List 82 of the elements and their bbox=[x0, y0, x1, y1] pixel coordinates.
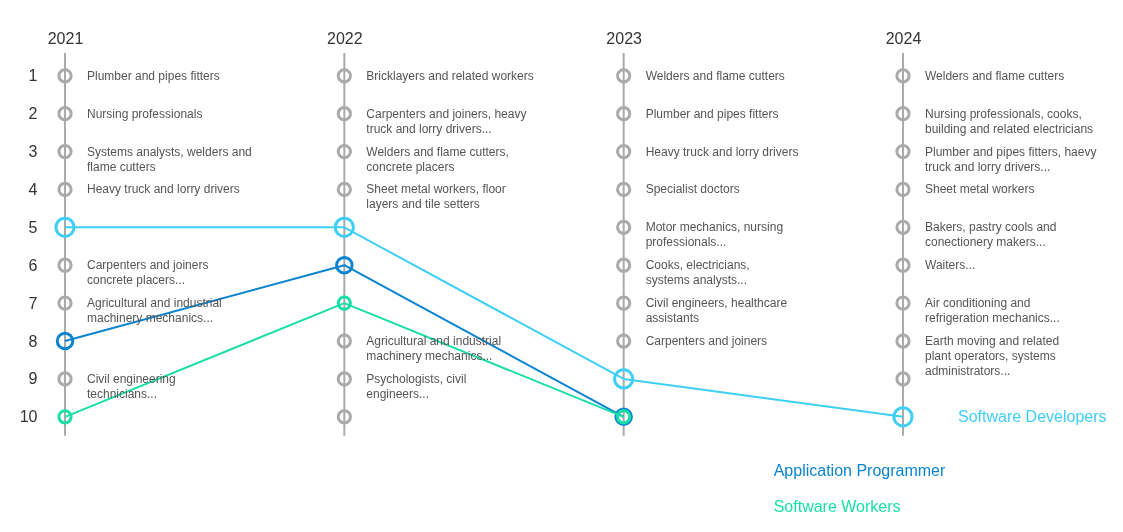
annotation: Civil engineers, healthcare assistants bbox=[645, 296, 788, 326]
point bbox=[57, 295, 73, 311]
annotation: Carpenters and joiners concrete placers... bbox=[87, 258, 209, 288]
point bbox=[55, 331, 75, 351]
point bbox=[57, 409, 73, 425]
y-tick-label: 3 bbox=[28, 143, 38, 161]
point bbox=[616, 333, 632, 349]
x-tick-label: 2024 bbox=[885, 29, 922, 47]
point bbox=[892, 406, 914, 428]
y-tick-label: 7 bbox=[28, 294, 38, 312]
annotation: Air conditioning and refrigeration mechanics... bbox=[925, 296, 1060, 326]
point bbox=[336, 106, 352, 122]
annotation: Welders and flame cutters bbox=[645, 68, 785, 83]
annotation: Sheet metal workers bbox=[925, 182, 1035, 197]
text: Software Workers bbox=[773, 497, 901, 515]
point bbox=[895, 106, 911, 122]
annotation: Plumber and pipes fitters, haevy truck and lorry drivers... bbox=[925, 144, 1097, 174]
annotation: Sheet metal workers, floor layers and tile setters bbox=[366, 182, 506, 212]
point bbox=[336, 181, 352, 198]
annotation: Earth moving and related plant operators, systems administrators... bbox=[925, 334, 1060, 379]
x-tick-label: 2022 bbox=[327, 29, 363, 47]
point bbox=[895, 68, 911, 84]
annotation: Welders and flame cutters bbox=[925, 68, 1065, 83]
annotation: Plumber and pipes fitters bbox=[87, 68, 220, 83]
point bbox=[335, 256, 354, 275]
point bbox=[616, 257, 632, 273]
point bbox=[336, 371, 352, 387]
annotation: Bakers, pastry cools and conectionery makers... bbox=[925, 220, 1057, 250]
point bbox=[336, 333, 352, 349]
point bbox=[57, 181, 73, 198]
point bbox=[57, 68, 73, 84]
point bbox=[895, 181, 911, 198]
text: Application Programmer bbox=[773, 461, 946, 479]
text: Software Developers bbox=[958, 407, 1107, 425]
y-tick-label: 4 bbox=[28, 180, 38, 198]
point bbox=[336, 143, 352, 160]
point bbox=[616, 181, 632, 198]
point bbox=[333, 216, 355, 238]
annotation: Heavy truck and lorry drivers bbox=[645, 144, 799, 159]
point bbox=[616, 106, 632, 122]
point bbox=[336, 68, 352, 84]
point bbox=[895, 333, 911, 349]
point bbox=[54, 216, 76, 238]
annotation: Motor mechanics, nursing professionals... bbox=[645, 220, 784, 250]
x-tick-label: 2023 bbox=[606, 29, 643, 47]
point bbox=[57, 143, 73, 160]
annotation: Specialist doctors bbox=[645, 182, 740, 197]
y-tick-label: 6 bbox=[28, 256, 38, 274]
annotation: Bricklayers and related workers bbox=[366, 68, 534, 83]
annotation: Systems analysts, welders and flame cutters bbox=[87, 144, 252, 174]
y-tick-label: 10 bbox=[19, 408, 38, 426]
point bbox=[895, 143, 911, 160]
annotation: Nursing professionals, cooks, building and related electricians bbox=[925, 106, 1094, 136]
annotation: Psychologists, civil engineers... bbox=[366, 371, 467, 401]
point bbox=[57, 371, 73, 387]
annotation: Cooks, electricians, systems analysts... bbox=[645, 258, 750, 288]
annotation: Carpenters and joiners bbox=[645, 334, 768, 349]
y-tick-label: 2 bbox=[28, 105, 38, 123]
point bbox=[57, 106, 73, 122]
point bbox=[616, 68, 632, 84]
y-tick-label: 8 bbox=[28, 332, 38, 350]
point bbox=[895, 371, 911, 387]
point bbox=[336, 295, 352, 311]
y-tick-label: 5 bbox=[28, 218, 38, 236]
point bbox=[336, 409, 352, 425]
annotation: Welders and flame cutters, concrete placers bbox=[366, 144, 509, 174]
x-tick-label: 2021 bbox=[47, 29, 84, 47]
y-tick-label: 1 bbox=[28, 67, 38, 85]
annotation: Waiters... bbox=[925, 258, 976, 273]
y-tick-label: 9 bbox=[28, 370, 38, 388]
annotation: Carpenters and joiners, heavy truck and lorry drivers... bbox=[366, 106, 527, 136]
point bbox=[616, 295, 632, 311]
point bbox=[895, 295, 911, 311]
annotation: Heavy truck and lorry drivers bbox=[87, 182, 240, 197]
point bbox=[616, 219, 632, 235]
point bbox=[57, 257, 73, 273]
annotation: Nursing professionals bbox=[87, 106, 203, 121]
point bbox=[895, 219, 911, 235]
point bbox=[895, 257, 911, 273]
point bbox=[613, 368, 635, 390]
annotation: Plumber and pipes fitters bbox=[645, 106, 779, 121]
point bbox=[616, 143, 632, 160]
